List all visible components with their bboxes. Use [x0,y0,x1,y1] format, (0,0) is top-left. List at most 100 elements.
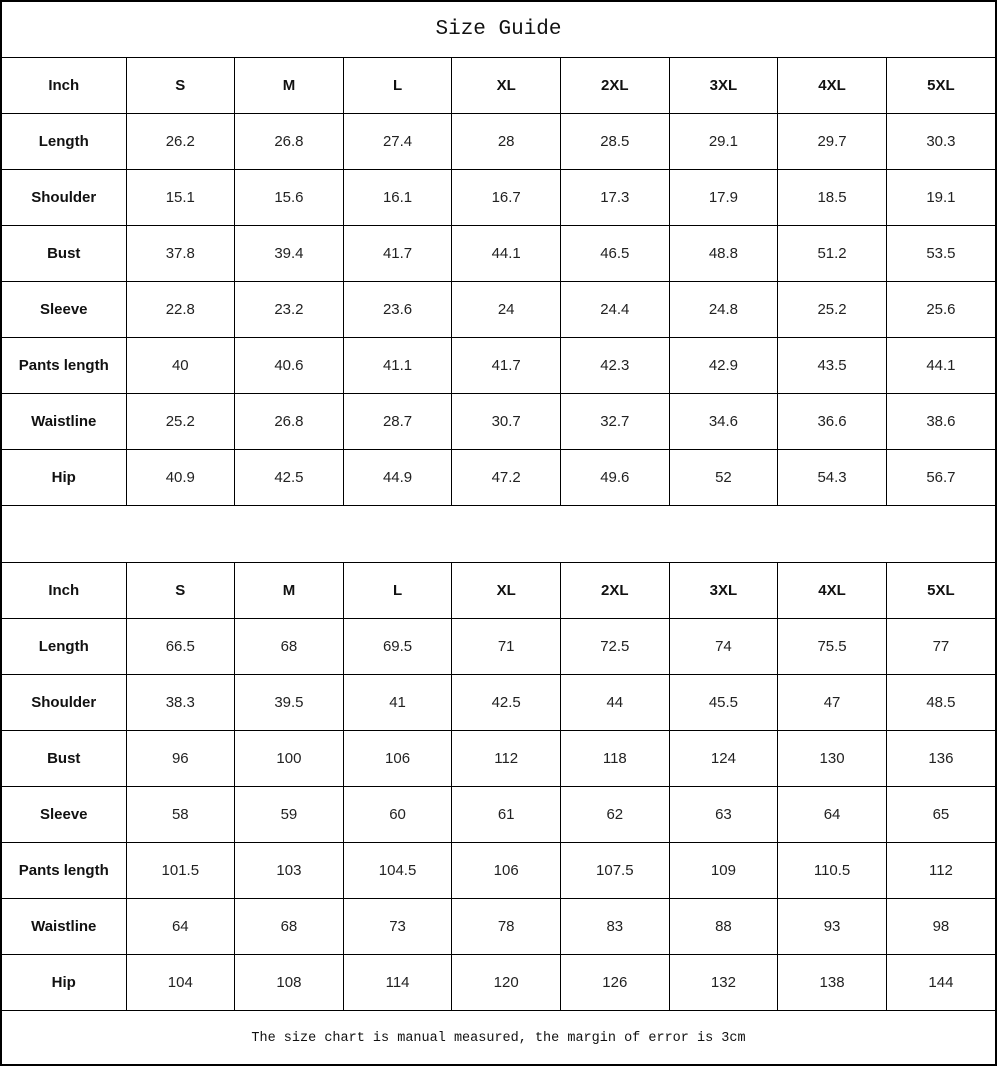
measurement-value-cell: 47.2 [451,449,561,506]
measurement-value-cell: 28.5 [560,113,670,170]
measurement-value-cell: 64 [125,898,236,955]
measurement-value-cell: 73 [342,898,453,955]
measurement-value-cell: 98 [885,898,995,955]
size-col-header: 2XL [560,562,670,619]
measurement-value-cell: 100 [234,730,344,787]
size-col-header: 5XL [885,57,995,114]
measurement-value-cell: 120 [451,954,561,1011]
measurement-label: Length [2,113,127,170]
measurement-value-cell: 69.5 [342,618,453,675]
size-col-header: L [342,57,453,114]
measurement-value-cell: 40.6 [234,337,344,394]
measurement-row: Shoulder 15.1 15.6 16.1 16.7 17.3 17.9 18.5 19.1 [2,169,995,226]
measurement-value-cell: 42.5 [234,449,344,506]
measurement-value-cell: 58 [125,786,236,843]
measurement-value-cell: 15.1 [125,169,236,226]
size-header-row: Inch S M L XL 2XL 3XL 4XL 5XL [2,562,995,619]
size-header-row: Inch S M L XL 2XL 3XL 4XL 5XL [2,57,995,114]
measurement-value-cell: 103 [234,842,344,899]
measurement-value-cell: 22.8 [125,281,236,338]
measurement-label: Length [2,618,127,675]
measurement-value-cell: 47 [777,674,887,731]
measurement-value-cell: 45.5 [668,674,779,731]
measurement-row: Hip 104 108 114 120 126 132 138 144 [2,954,995,1011]
measurement-row: Waistline 25.2 26.8 28.7 30.7 32.7 34.6 36.6 38.… [2,393,995,450]
measurement-value-cell: 130 [777,730,887,787]
measurement-value-cell: 26.8 [234,113,344,170]
measurement-value-cell: 16.7 [451,169,561,226]
measurement-label: Pants length [2,842,127,899]
measurement-value-cell: 41.1 [342,337,453,394]
measurement-label: Hip [2,954,127,1011]
measurement-value-cell: 106 [342,730,453,787]
measurement-value-cell: 18.5 [777,169,887,226]
measurement-value-cell: 32.7 [560,393,670,450]
measurement-value-cell: 34.6 [668,393,779,450]
measurement-label: Waistline [2,393,127,450]
measurement-value-cell: 28.7 [342,393,453,450]
measurement-value-cell: 144 [885,954,995,1011]
measurement-row: Bust 37.8 39.4 41.7 44.1 46.5 48.8 51.2 53.5 [2,225,995,282]
measurement-value-cell: 112 [451,730,561,787]
measurement-row: Sleeve 22.8 23.2 23.6 24 24.4 24.8 25.2 25.6 [2,281,995,338]
measurement-value-cell: 17.3 [560,169,670,226]
measurement-value-cell: 101.5 [125,842,236,899]
measurement-value-cell: 77 [885,618,995,675]
measurement-value-cell: 25.2 [777,281,887,338]
measurement-value-cell: 126 [560,954,670,1011]
measurement-value-cell: 88 [668,898,779,955]
size-col-header: S [125,562,236,619]
measurement-value-cell: 24 [451,281,561,338]
measurement-value-cell: 30.7 [451,393,561,450]
measurement-value-cell: 41 [342,674,453,731]
measurement-value-cell: 68 [234,618,344,675]
measurement-value-cell: 68 [234,898,344,955]
measurement-value-cell: 83 [560,898,670,955]
measurement-row: Length 66.5 68 69.5 71 72.5 74 75.5 77 [2,618,995,675]
measurement-value-cell: 44.1 [451,225,561,282]
measurement-value-cell: 61 [451,786,561,843]
measurement-value-cell: 49.6 [560,449,670,506]
size-table-top-body: Inch S M L XL 2XL 3XL 4XL 5XL Length 26.2 26.8 27.4 2… [2,57,995,506]
measurement-value-cell: 138 [777,954,887,1011]
size-col-header: XL [451,57,561,114]
measurement-value-cell: 56.7 [885,449,995,506]
measurement-value-cell: 93 [777,898,887,955]
unit-label-cell: Inch [2,57,127,114]
measurement-row: Hip 40.9 42.5 44.9 47.2 49.6 52 54.3 56.7 [2,449,995,506]
measurement-value-cell: 48.5 [885,674,995,731]
measurement-value-cell: 40 [125,337,236,394]
measurement-row: Waistline 64 68 73 78 83 88 93 98 [2,898,995,955]
measurement-value-cell: 124 [668,730,779,787]
measurement-value-cell: 42.9 [668,337,779,394]
measurement-value-cell: 104.5 [342,842,453,899]
measurement-value-cell: 54.3 [777,449,887,506]
measurement-value-cell: 26.8 [234,393,344,450]
table-separator [2,506,995,562]
measurement-value-cell: 59 [234,786,344,843]
measurement-value-cell: 44.1 [885,337,995,394]
size-col-header: 3XL [668,57,779,114]
measurement-value-cell: 72.5 [560,618,670,675]
measurement-value-cell: 27.4 [342,113,453,170]
measurement-value-cell: 30.3 [885,113,995,170]
measurement-value-cell: 41.7 [451,337,561,394]
measurement-label: Sleeve [2,281,127,338]
size-col-header: L [342,562,453,619]
measurement-value-cell: 109 [668,842,779,899]
measurement-value-cell: 44 [560,674,670,731]
size-col-header: 5XL [885,562,995,619]
size-col-header: M [234,562,344,619]
measurement-value-cell: 66.5 [125,618,236,675]
measurement-label: Hip [2,449,127,506]
size-col-header: 2XL [560,57,670,114]
size-table-bottom: Inch S M L XL 2XL 3XL 4XL 5XL Length 66.5 68 69.5 71 7… [2,562,995,1011]
measurement-value-cell: 136 [885,730,995,787]
measurement-value-cell: 53.5 [885,225,995,282]
measurement-value-cell: 38.3 [125,674,236,731]
size-col-header: 4XL [777,57,887,114]
footer-note: The size chart is manual measured, the m… [251,1031,746,1046]
measurement-value-cell: 118 [560,730,670,787]
measurement-value-cell: 26.2 [125,113,236,170]
